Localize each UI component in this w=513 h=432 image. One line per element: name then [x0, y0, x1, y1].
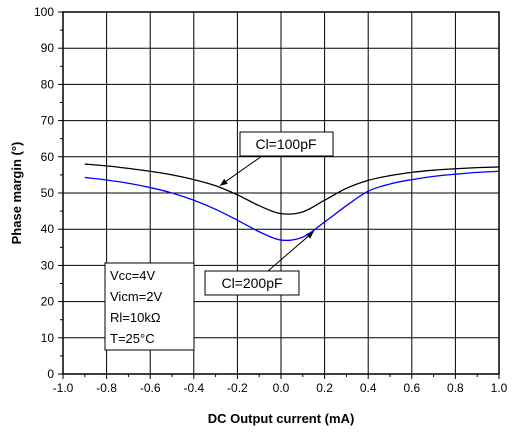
y-axis-title: Phase margin (°)	[9, 142, 24, 245]
x-tick-label: 0.2	[316, 381, 333, 395]
y-tick-label: 90	[41, 41, 55, 55]
y-tick-label: 40	[41, 222, 55, 236]
x-tick-label: -0.4	[183, 381, 204, 395]
annotation-cl100: Cl=100pF	[219, 131, 334, 186]
y-tick-label: 0	[47, 367, 54, 381]
y-tick-label: 30	[41, 258, 55, 272]
conditions-box: Vcc=4V Vicm=2V Rl=10kΩ T=25°C	[104, 262, 195, 351]
annotation-cl100-arrowhead	[219, 178, 228, 186]
condition-temp: T=25°C	[110, 331, 155, 346]
x-tick-label: 1.0	[491, 381, 508, 395]
x-tick-label: 0.6	[403, 381, 420, 395]
x-tick-label: -0.8	[96, 381, 117, 395]
series-line-cl100	[84, 163, 500, 215]
series-line-cl200	[84, 170, 500, 242]
y-tick-labels: 0 10 20 30 40 50 60 70 80 90 100	[34, 5, 54, 381]
annotation-cl200-label: Cl=200pF	[221, 275, 282, 291]
condition-rl: Rl=10kΩ	[110, 310, 161, 325]
x-tick-label: -0.6	[140, 381, 161, 395]
x-tick-label: 0.0	[273, 381, 290, 395]
condition-vicm: Vicm=2V	[110, 289, 162, 304]
x-tick-label: -0.2	[227, 381, 248, 395]
x-tick-label: -1.0	[53, 381, 74, 395]
conditions-frame	[104, 262, 195, 351]
annotation-cl100-label: Cl=100pF	[255, 136, 316, 152]
annotation-cl200-arrowhead	[306, 231, 314, 239]
x-axis-title: DC Output current (mA)	[208, 411, 355, 426]
y-tick-label: 70	[41, 114, 55, 128]
x-tick-labels: -1.0 -0.8 -0.6 -0.4 -0.2 0.0 0.2 0.4 0.6 0.8 1.0	[53, 381, 508, 395]
y-tick-label: 10	[41, 331, 55, 345]
axis-ticks	[58, 11, 500, 379]
y-tick-label: 50	[41, 186, 55, 200]
y-tick-label: 20	[41, 295, 55, 309]
annotation-cl200-arrow	[267, 231, 315, 272]
series-lines	[84, 163, 500, 242]
condition-vcc: Vcc=4V	[110, 268, 155, 283]
x-tick-label: 0.4	[360, 381, 377, 395]
annotation-cl200-box	[204, 270, 300, 296]
annotation-cl200: Cl=200pF	[204, 231, 315, 296]
annotation-cl100-box	[239, 131, 334, 157]
x-tick-label: 0.8	[447, 381, 464, 395]
annotation-cl100-arrow	[219, 155, 263, 186]
y-tick-label: 100	[34, 5, 54, 19]
y-tick-label: 60	[41, 150, 55, 164]
annotations: Cl=100pF Cl=200pF	[204, 131, 334, 296]
y-tick-label: 80	[41, 77, 55, 91]
